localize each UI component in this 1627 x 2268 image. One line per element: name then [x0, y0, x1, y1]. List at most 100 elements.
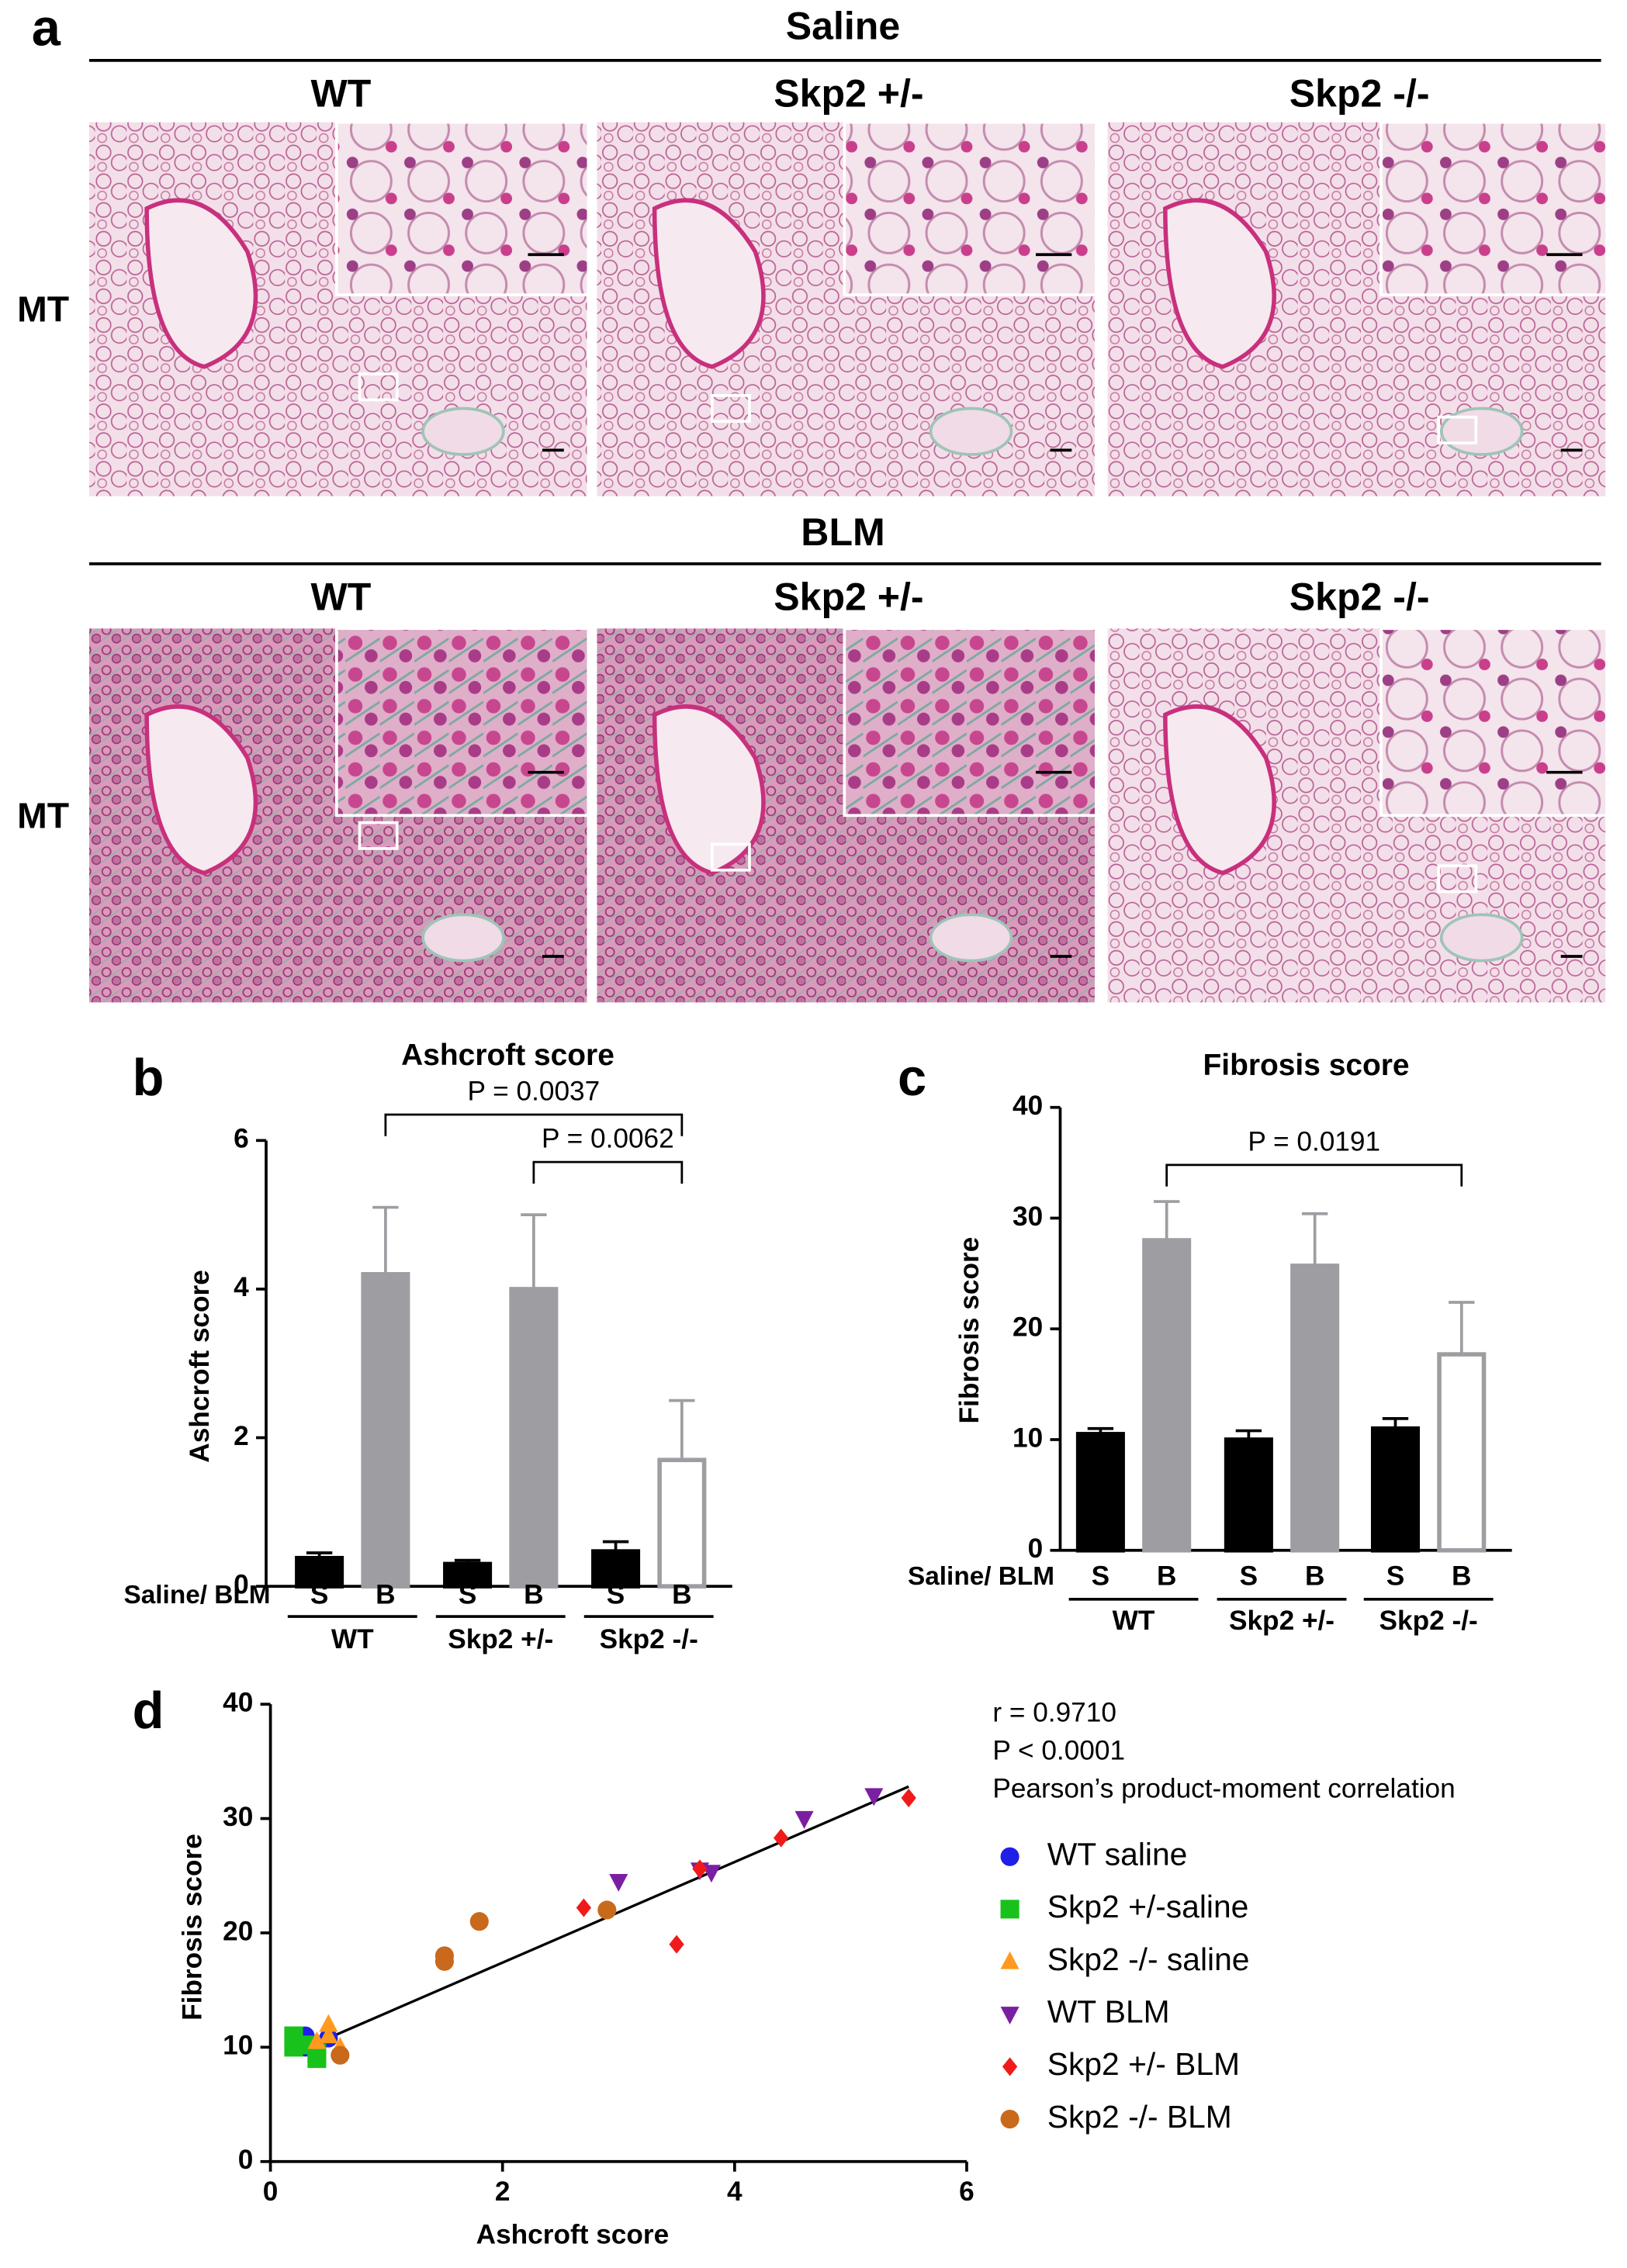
- inset: [843, 120, 1098, 296]
- x-tick-label: 4: [727, 2176, 743, 2207]
- legend-label: WT saline: [1047, 1836, 1188, 1872]
- bar: [591, 1549, 641, 1589]
- legend-label: Skp2 -/- BLM: [1047, 2099, 1232, 2135]
- point: [692, 1859, 708, 1879]
- x-tick-label: S: [607, 1579, 625, 1609]
- genotype-header: Skp2 +/-: [774, 71, 923, 115]
- point: [331, 2045, 350, 2065]
- roi-box: [358, 821, 399, 850]
- airway: [1163, 198, 1276, 369]
- y-tick-label: 40: [223, 1687, 253, 1717]
- point: [307, 2031, 327, 2049]
- significance-bracket: [384, 1113, 684, 1136]
- group-label: Skp2 -/-: [1379, 1606, 1478, 1636]
- panel-a: a Saline MT WT Skp2 +/- Skp2 -/- BLM MT WT Skp2 +…: [17, 0, 1608, 1003]
- point: [669, 1934, 684, 1954]
- legend-label: WT BLM: [1047, 1993, 1170, 2029]
- point: [319, 2025, 338, 2044]
- category-axis-label: Saline/ BLM: [123, 1581, 270, 1609]
- condition-header: BLM: [801, 510, 884, 554]
- bar: [361, 1271, 410, 1589]
- airway: [1163, 704, 1276, 876]
- vessel: [1439, 406, 1524, 456]
- vessel: [421, 913, 505, 963]
- inset: [1379, 627, 1608, 818]
- bar: [295, 1555, 344, 1589]
- fit-line: [327, 1785, 909, 2040]
- point: [434, 1946, 454, 1965]
- y-tick-label: 20: [1013, 1312, 1043, 1343]
- airway: [144, 198, 258, 369]
- y-axis-label: Ashcroft score: [185, 1270, 215, 1463]
- panel-label: c: [898, 1049, 926, 1107]
- category-axis-label: Saline/ BLM: [908, 1562, 1054, 1591]
- y-tick-label: 4: [234, 1272, 249, 1302]
- x-tick-label: B: [376, 1579, 395, 1609]
- chart-title: Fibrosis score: [1203, 1049, 1409, 1082]
- group-label: Skp2 +/-: [448, 1624, 553, 1654]
- genotype-header: Skp2 -/-: [1289, 575, 1430, 618]
- point: [307, 2049, 327, 2069]
- point: [469, 1912, 489, 1931]
- vessel: [421, 406, 505, 456]
- bar: [1075, 1432, 1125, 1553]
- legend-marker: [1000, 1847, 1019, 1866]
- panel-label: a: [32, 0, 61, 57]
- group-label: Skp2 -/-: [600, 1624, 698, 1654]
- p-value: P = 0.0191: [1248, 1126, 1380, 1156]
- y-tick-label: 30: [223, 1802, 253, 1832]
- genotype-header: Skp2 -/-: [1289, 71, 1430, 115]
- x-axis-label: Ashcroft score: [476, 2219, 670, 2249]
- p-value: P = 0.0062: [542, 1124, 674, 1154]
- legend-label: Skp2 +/-saline: [1047, 1889, 1249, 1924]
- y-tick-label: 2: [234, 1421, 249, 1451]
- x-tick-label: B: [524, 1579, 543, 1609]
- legend-marker: [1000, 2110, 1019, 2129]
- y-tick-label: 10: [223, 2031, 253, 2061]
- condition-header: Saline: [786, 4, 900, 47]
- y-axis-label: Fibrosis score: [954, 1237, 985, 1424]
- x-tick-label: 6: [959, 2176, 974, 2207]
- x-tick-label: B: [1157, 1561, 1176, 1591]
- bar: [1224, 1437, 1273, 1553]
- x-tick-label: S: [1386, 1561, 1405, 1591]
- inset: [335, 627, 590, 818]
- point: [901, 1788, 916, 1808]
- bar: [1142, 1238, 1192, 1553]
- x-tick-label: 2: [495, 2176, 511, 2207]
- legend-marker: [1000, 1900, 1019, 1919]
- y-tick-label: 0: [1028, 1533, 1044, 1564]
- point: [576, 1898, 592, 1917]
- group-label: WT: [331, 1624, 374, 1654]
- vessel: [929, 406, 1013, 456]
- roi-box: [710, 842, 751, 872]
- charts: b Ashcroft score Ashcroft score 0 2 4 6 Saline/…: [123, 1039, 1512, 2249]
- x-tick-label: S: [1092, 1561, 1110, 1591]
- bar: [1437, 1352, 1487, 1553]
- y-tick-label: 10: [1013, 1423, 1043, 1453]
- bar: [1370, 1426, 1421, 1553]
- airway: [144, 704, 258, 876]
- legend-marker: [1000, 1951, 1019, 1969]
- bar: [509, 1287, 559, 1589]
- annotation: r = 0.9710: [992, 1697, 1116, 1727]
- annotation: P < 0.0001: [992, 1736, 1125, 1766]
- chart-title: Ashcroft score: [401, 1039, 614, 1072]
- bar: [1290, 1264, 1340, 1553]
- vessel: [929, 913, 1013, 963]
- y-axis-label: Fibrosis score: [178, 1834, 208, 2021]
- airway: [652, 704, 766, 876]
- roi-box: [710, 394, 751, 424]
- legend-marker: [1002, 2057, 1018, 2076]
- bar: [657, 1457, 707, 1589]
- genotype-header: Skp2 +/-: [774, 575, 923, 618]
- y-tick-label: 0: [238, 2145, 254, 2175]
- y-tick-label: 20: [223, 1916, 253, 1946]
- airway: [652, 198, 766, 369]
- stain-label: MT: [17, 795, 69, 835]
- panel-label: d: [133, 1682, 164, 1740]
- point: [319, 2014, 338, 2032]
- x-tick-label: B: [1452, 1561, 1471, 1591]
- x-tick-label: 0: [263, 2176, 279, 2207]
